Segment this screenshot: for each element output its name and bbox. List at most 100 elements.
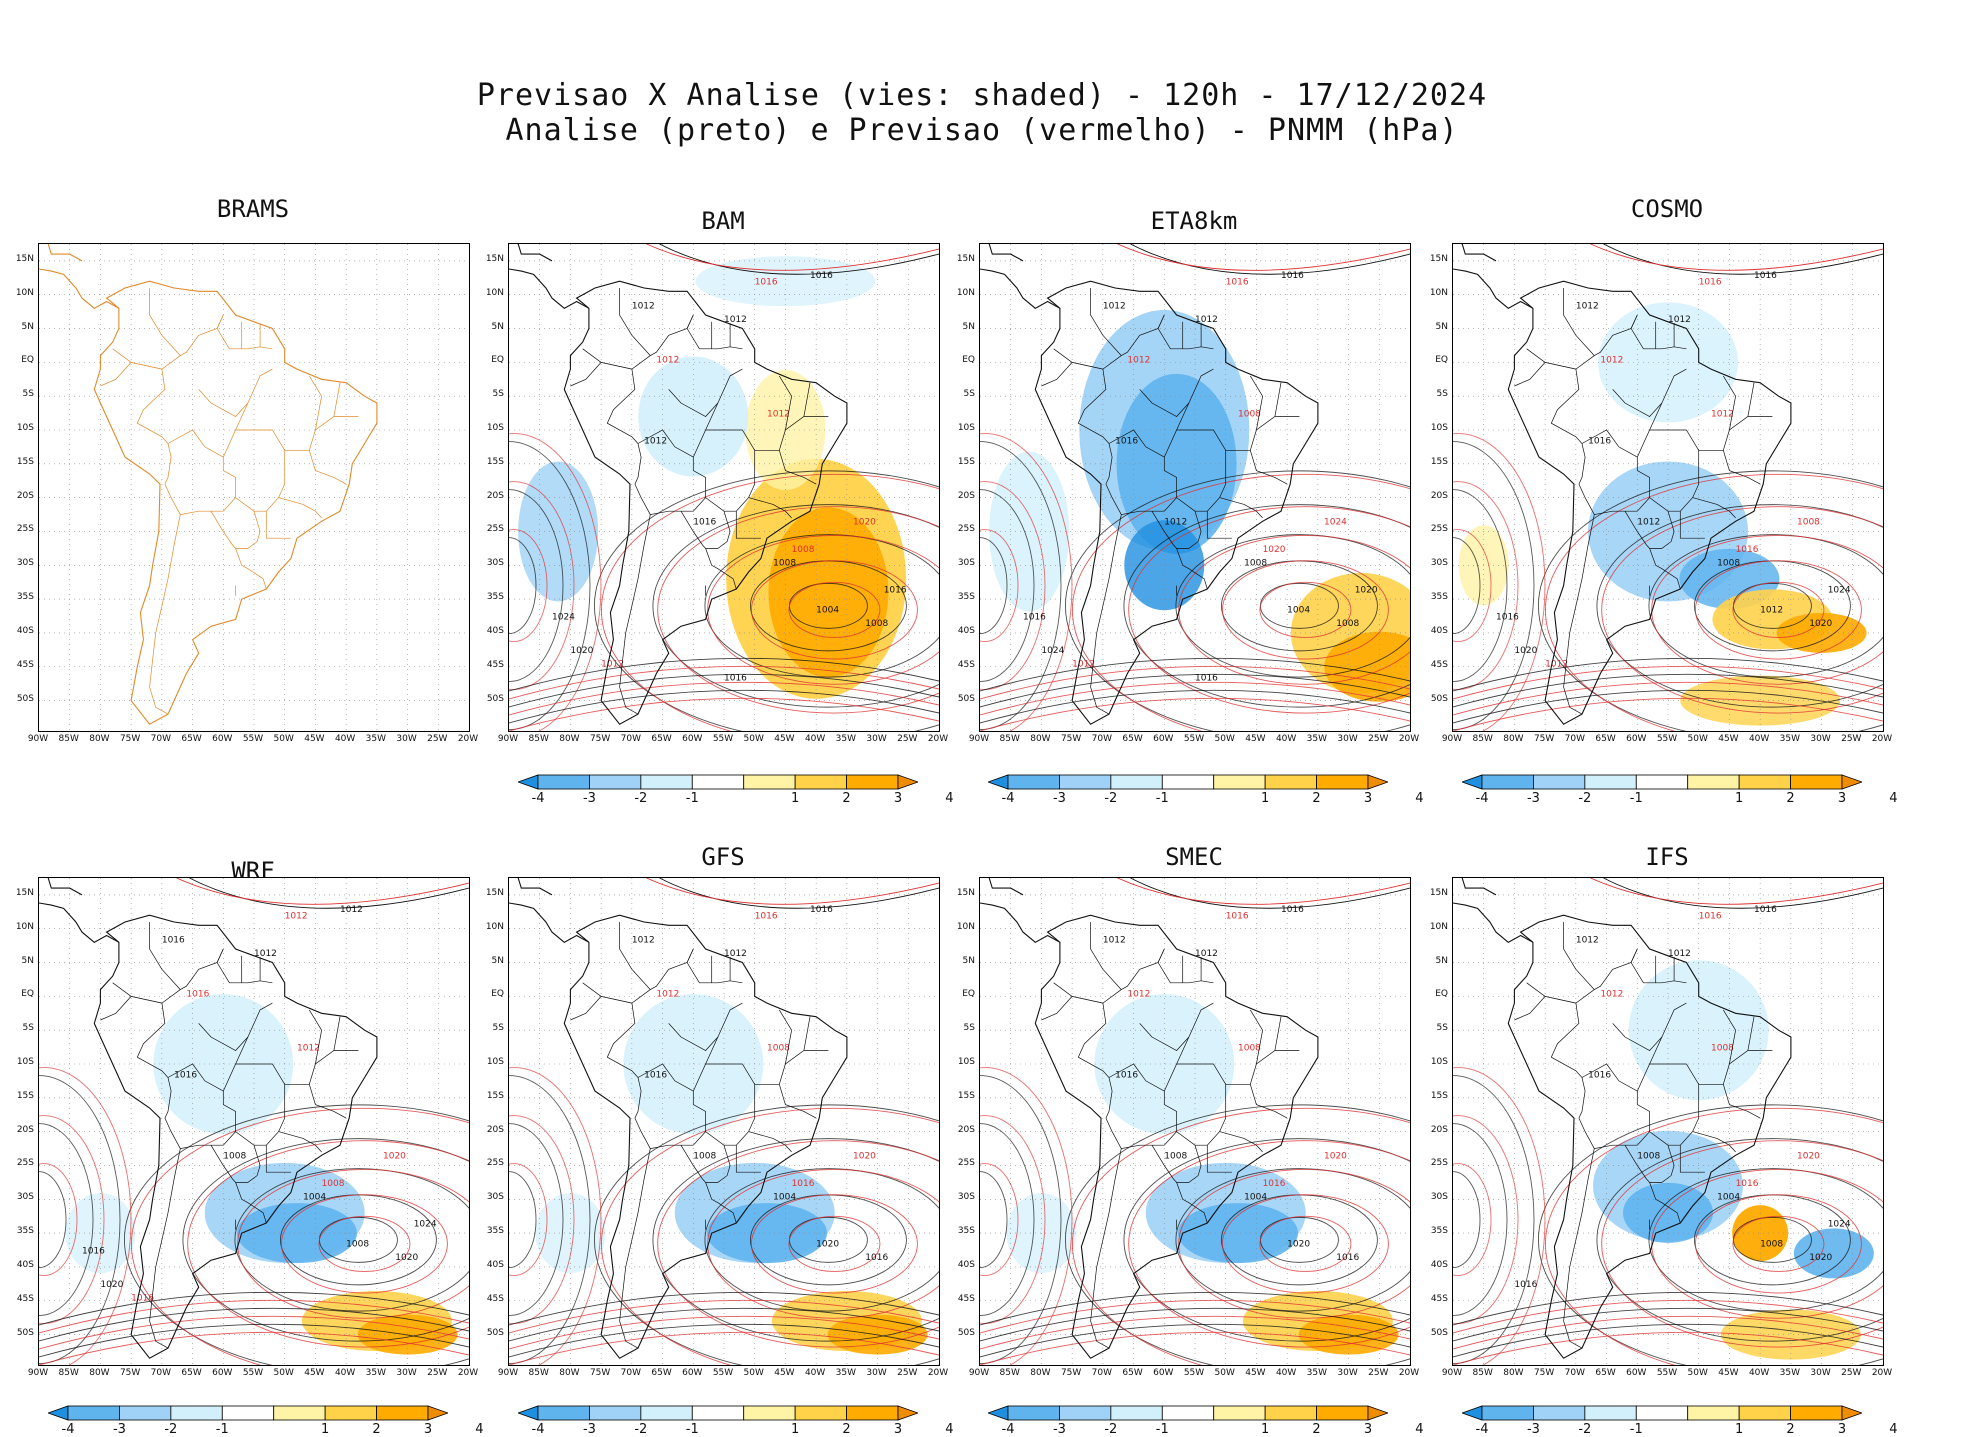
lat-tick-label: 40S	[16, 1259, 34, 1270]
graticule	[980, 244, 1410, 731]
colorbar-label: 3	[893, 791, 903, 806]
lat-tick-label: 25S	[957, 1158, 975, 1169]
lat-tick-label: 20S	[957, 1124, 975, 1135]
graticule	[1453, 244, 1883, 731]
analysis-isobar-label: 1024	[1041, 646, 1064, 656]
analysis-isobar-label: 1012	[254, 949, 277, 959]
lat-tick-label: 20S	[16, 1124, 34, 1135]
colorbar-arrow-right	[897, 1405, 920, 1421]
analysis-isobar-label: 1004	[816, 606, 839, 616]
lon-tick-label: 90W	[497, 1368, 519, 1378]
lon-tick-label: 80W	[559, 734, 580, 744]
colorbar-swatch	[1264, 1405, 1317, 1421]
analysis-isobar-label: 1004	[303, 1192, 326, 1202]
colorbar	[46, 1405, 450, 1425]
forecast-isobar-label: 1012	[1072, 660, 1095, 670]
lon-tick-label: 55W	[242, 1368, 264, 1378]
colorbar	[516, 1405, 920, 1425]
lon-tick-label: 65W	[651, 734, 672, 744]
forecast-isobar-label: 1008	[792, 545, 815, 555]
lon-tick-label: 40W	[804, 1368, 826, 1378]
analysis-isobar-label: 1016	[1023, 612, 1046, 622]
lon-tick-label: 20W	[1871, 734, 1893, 744]
forecast-isobar-label: 1020	[1324, 1152, 1347, 1162]
colorbar-label: -4	[1001, 1422, 1015, 1437]
lon-tick-label: 90W	[497, 734, 519, 744]
lat-tick-label: EQ	[491, 989, 504, 1000]
colorbar-swatch	[1687, 1405, 1740, 1421]
colorbar-swatch	[1635, 1405, 1689, 1421]
lat-tick-label: 35S	[957, 592, 975, 603]
isobars	[1453, 244, 1883, 731]
bias-shading	[1458, 302, 1867, 726]
forecast-isobar-label: 1008	[1797, 518, 1820, 528]
lat-tick-label: 15N	[485, 887, 504, 898]
isobar-labels: 1016 1012 1012 1016 1008 1004 1020 1016 1016 1012…	[632, 905, 889, 1263]
forecast-isobar-label: 1016	[792, 1179, 815, 1189]
analysis-isobar-label: 1008	[1637, 1152, 1660, 1162]
lat-tick-label: 40S	[957, 1259, 975, 1270]
colorbar-label: 2	[842, 1422, 851, 1437]
analysis-isobar-label: 1016	[1115, 1071, 1138, 1081]
isobar-labels: 1016 1012 1012 1016 1008 1004 1020 1016 1016 1012…	[1103, 905, 1360, 1263]
isobars	[1453, 878, 1883, 1365]
forecast-isobar-label: 1020	[853, 518, 876, 528]
lon-tick-label: 85W	[1472, 734, 1493, 744]
isobar-labels: 1016 1012 1012 1016 1012 1008 1012 1020 1024 1020…	[1496, 271, 1851, 670]
analysis-isobar-label: 1008	[1760, 1240, 1783, 1250]
analysis-isobar-label: 1012	[340, 905, 363, 915]
lat-tick-label: 10S	[16, 1057, 34, 1067]
colorbar-label: -1	[1629, 1422, 1643, 1437]
bias-area	[153, 994, 294, 1135]
lon-tick-label: 30W	[866, 1368, 887, 1378]
colorbar-swatch	[1584, 774, 1637, 790]
analysis-isobar-label: 1012	[1103, 935, 1126, 945]
panel-title: IFS	[1645, 843, 1689, 871]
analysis-isobar-label: 1012	[1576, 935, 1599, 945]
lon-tick-label: 25W	[1368, 734, 1389, 744]
colorbar-label: 3	[1837, 791, 1847, 806]
analysis-isobar-label: 1016	[1754, 905, 1777, 915]
analysis-isobar-label: 1016	[810, 905, 833, 915]
lon-tick-label: 85W	[58, 1368, 79, 1378]
colorbar-label: -2	[164, 1422, 178, 1437]
analysis-isobar-label: 1016	[162, 935, 185, 945]
lat-tick-label: 45S	[1430, 659, 1448, 670]
lon-tick-label: 55W	[712, 734, 734, 744]
analysis-isobar-label: 1016	[724, 673, 747, 683]
lat-tick-label: 5N	[962, 955, 975, 966]
analysis-isobar-label: 1020	[570, 646, 593, 656]
lat-tick-label: 20S	[1430, 490, 1448, 501]
lon-tick-label: 50W	[1214, 734, 1235, 744]
map-frame	[38, 243, 470, 732]
lon-tick-label: 55W	[712, 1368, 734, 1378]
bias-area	[518, 461, 599, 602]
colorbar-label: -3	[582, 791, 596, 806]
lon-tick-label: 35W	[365, 1368, 387, 1378]
lat-tick-label: 15N	[15, 887, 34, 898]
panel-title: BRAMS	[216, 195, 290, 223]
colorbar-label: -1	[1155, 791, 1169, 806]
lon-tick-label: 70W	[150, 734, 172, 744]
colorbar-label: -3	[1052, 1422, 1066, 1437]
forecast-isobar-label: 1024	[1324, 518, 1347, 528]
forecast-isobar-label: 1012	[297, 1043, 320, 1053]
forecast-isobar-label: 1012	[767, 409, 790, 419]
lat-tick-label: 50S	[486, 1327, 504, 1338]
forecast-isobar-label: 1020	[383, 1152, 406, 1162]
lat-tick-label: 5N	[491, 955, 504, 966]
lon-tick-label: 75W	[1060, 734, 1082, 744]
forecast-isobar-label: 1016	[1226, 912, 1249, 922]
analysis-isobar-label: 1024	[552, 612, 575, 622]
lat-tick-label: 45S	[1430, 1293, 1448, 1304]
lon-tick-label: 25W	[427, 734, 448, 744]
lat-tick-label: 15S	[16, 1090, 34, 1101]
colorbar-arrow-left	[986, 1405, 1009, 1421]
analysis-isobar-label: 1008	[1717, 558, 1740, 568]
lon-tick-label: 55W	[1656, 734, 1678, 744]
colorbar-swatch	[691, 774, 745, 790]
colorbar-label: -4	[1475, 791, 1489, 806]
colorbar-swatch	[794, 774, 847, 790]
analysis-isobar-label: 1012	[724, 315, 747, 325]
lat-tick-label: 50S	[957, 1327, 975, 1338]
